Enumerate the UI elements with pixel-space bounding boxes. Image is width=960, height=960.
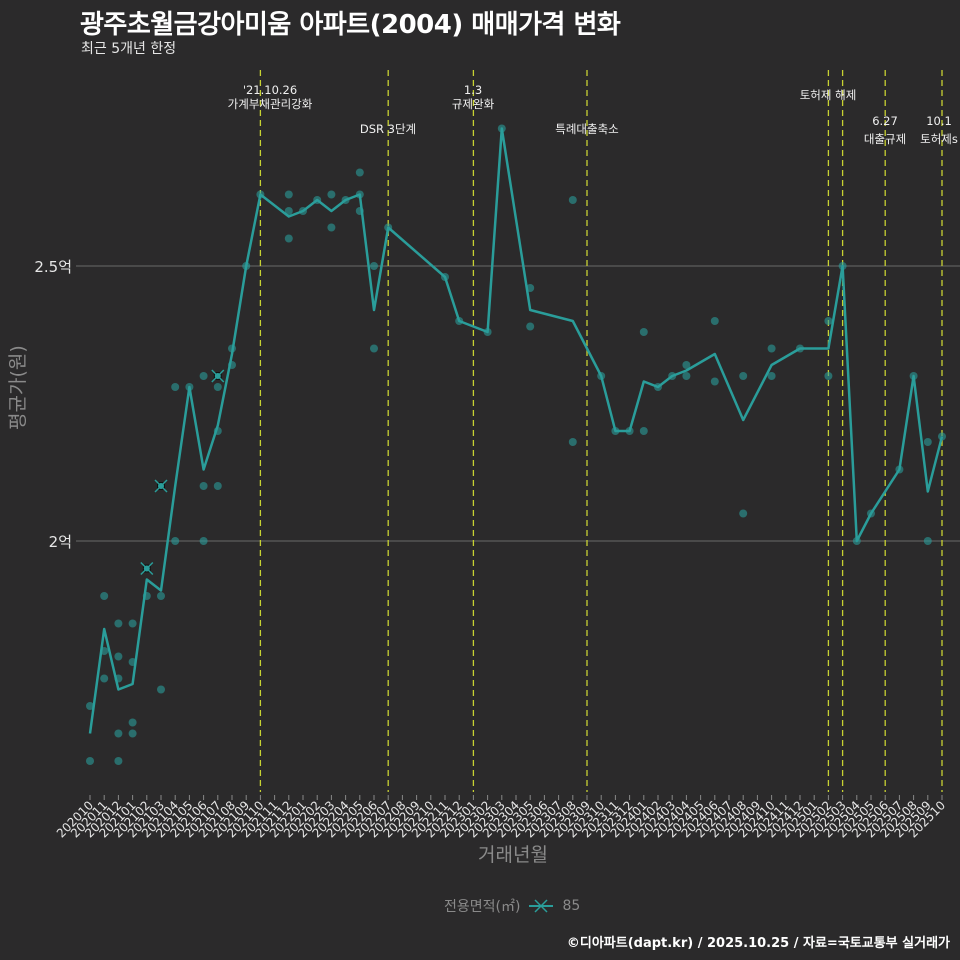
event-annotation-label: 가계부채관리강화	[228, 97, 313, 111]
transaction-dot	[370, 344, 378, 353]
transaction-dot	[114, 652, 123, 661]
cross-marker-icon	[140, 561, 154, 576]
event-annotation-label: 대출규제	[864, 132, 906, 146]
transaction-dot	[526, 322, 535, 331]
transaction-dot	[739, 509, 748, 518]
transaction-dot	[710, 377, 719, 386]
transaction-dot	[157, 592, 165, 600]
transaction-dot	[568, 196, 577, 204]
transaction-dot	[639, 427, 648, 435]
transaction-dot	[86, 757, 94, 765]
event-annotation-date: 1.3	[464, 83, 482, 97]
transaction-dot	[171, 537, 180, 545]
transaction-dot	[199, 482, 208, 490]
transaction-dot	[213, 383, 222, 391]
event-annotation-date: 6.27	[872, 114, 898, 128]
transaction-dot	[739, 372, 748, 380]
transaction-dot	[128, 729, 137, 738]
average-price-line	[88, 127, 944, 734]
transaction-dot	[767, 372, 776, 380]
chart-title: 광주초월금강아미움 아파트(2004) 매매가격 변화	[80, 10, 621, 40]
transaction-dot	[923, 438, 932, 446]
transaction-dot	[100, 592, 109, 600]
transaction-dot	[284, 207, 293, 215]
legend-title: 전용면적(㎡)	[444, 899, 521, 915]
event-annotation-label: 특례대출축소	[555, 122, 618, 136]
transaction-dot	[923, 537, 932, 545]
transaction-dot	[128, 619, 137, 628]
transaction-dot	[370, 262, 378, 270]
transaction-dot	[86, 702, 94, 710]
transaction-dot	[100, 674, 109, 683]
transaction-dot	[213, 482, 222, 490]
transaction-dot	[710, 317, 719, 325]
transaction-dot	[128, 718, 137, 727]
transaction-dot	[284, 234, 293, 243]
event-annotation-label: 규제완화	[452, 97, 495, 111]
event-annotation-label: DSR 3단계	[360, 122, 416, 136]
transaction-dot	[171, 383, 180, 391]
transaction-dot	[682, 361, 691, 369]
transaction-dot	[114, 729, 123, 738]
transaction-dot	[327, 223, 336, 232]
transaction-dot	[824, 372, 833, 380]
transaction-dot	[114, 619, 123, 628]
legend-line-cross-icon	[528, 899, 554, 913]
transaction-dot	[355, 168, 364, 177]
transaction-dot	[824, 317, 833, 325]
cross-marker-icon	[211, 369, 225, 383]
transaction-dot	[682, 372, 691, 380]
y-axis-label: 평균가(원)	[7, 345, 29, 430]
event-annotation-label: 토허제s	[920, 132, 958, 146]
transaction-dot	[767, 344, 776, 353]
transaction-dot	[568, 438, 577, 446]
transaction-dot	[327, 190, 336, 199]
event-annotation-date: '21.10.26	[243, 83, 297, 97]
transaction-dot	[114, 757, 123, 765]
event-annotation-date: 10.1	[926, 114, 952, 128]
y-tick-label: 2.5억	[34, 258, 72, 276]
chart-subtitle: 최근 5개년 한정	[81, 41, 177, 57]
transaction-dot	[284, 190, 293, 199]
event-annotation-date: 토허제 해제	[800, 88, 857, 102]
source-footer: ©디아파트(dapt.kr) / 2025.10.25 / 자료=국토교통부 실…	[566, 936, 950, 951]
transaction-dot	[199, 537, 208, 545]
transaction-dot	[157, 685, 165, 694]
transaction-dot	[199, 372, 208, 380]
y-tick-label: 2억	[49, 533, 72, 551]
transaction-dot	[639, 328, 648, 336]
legend: 전용면적(㎡) 85	[444, 896, 580, 916]
legend-item-85: 85	[562, 898, 581, 914]
x-axis-label: 거래년월	[478, 844, 548, 866]
cross-marker-icon	[154, 479, 168, 493]
